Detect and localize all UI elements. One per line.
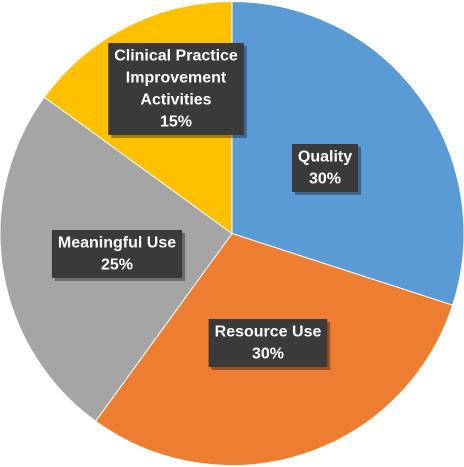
pie-data-labels: Quality 30% Resource Use 30% Meaningful Use 2… bbox=[51, 43, 362, 370]
data-label-text: 30% bbox=[309, 171, 341, 188]
data-label-text: 15% bbox=[160, 114, 192, 131]
data-label-clinical-practice-improvement-activities: Clinical Practice Improvement Activities 15… bbox=[108, 43, 247, 138]
data-label-quality: Quality 30% bbox=[291, 144, 362, 195]
data-label-box bbox=[208, 319, 328, 367]
data-label-text: Activities bbox=[140, 92, 211, 109]
data-label-text: Clinical Practice bbox=[114, 48, 238, 65]
data-label-meaningful-use: Meaningful Use 25% bbox=[51, 230, 186, 281]
data-label-box bbox=[291, 144, 359, 192]
data-label-text: 25% bbox=[101, 257, 133, 274]
data-label-box bbox=[108, 43, 244, 135]
data-label-box bbox=[51, 230, 183, 278]
data-label-text: 30% bbox=[252, 346, 284, 363]
data-label-text: Quality bbox=[298, 149, 352, 166]
data-label-text: Improvement bbox=[126, 70, 227, 87]
data-label-resource-use: Resource Use 30% bbox=[208, 319, 331, 370]
data-label-text: Resource Use bbox=[215, 324, 322, 341]
data-label-text: Meaningful Use bbox=[58, 235, 176, 252]
